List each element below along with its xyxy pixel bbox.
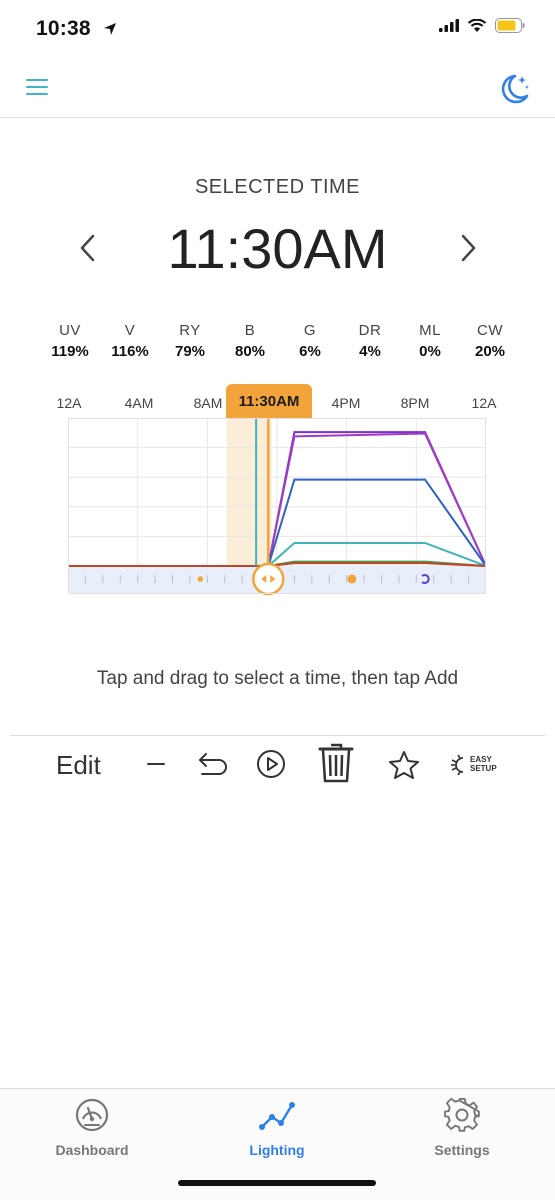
drag-left-arrow-icon xyxy=(261,575,267,583)
channel-name: CW xyxy=(477,322,503,339)
channel-name: V xyxy=(124,322,136,339)
current-time-pill: 11:30AM xyxy=(226,384,312,418)
tab-label: Settings xyxy=(434,1142,490,1158)
channel-value: 80% xyxy=(234,343,266,360)
tab-lighting[interactable]: Lighting xyxy=(217,1097,337,1158)
channel-name: ML xyxy=(419,322,441,339)
next-time-button[interactable] xyxy=(456,232,480,264)
easy-setup-line1: EASY xyxy=(470,755,492,764)
gear-icon xyxy=(444,1097,480,1132)
time-drag-handle xyxy=(252,562,285,596)
channel-value: 20% xyxy=(474,343,506,360)
tab-label: Dashboard xyxy=(55,1142,129,1158)
tab-dashboard[interactable]: Dashboard xyxy=(32,1097,152,1158)
play-icon[interactable] xyxy=(256,749,286,779)
easy-setup-line2: SETUP xyxy=(470,764,497,773)
toolbar-divider xyxy=(10,735,545,736)
edit-label: Edit xyxy=(56,750,101,780)
channel-uv: UV 119% xyxy=(40,322,100,360)
channel-value: 4% xyxy=(359,343,381,360)
instruction-hint: Tap and drag to select a time, then tap … xyxy=(96,668,459,689)
channel-cw: CW 20% xyxy=(460,322,520,360)
channel-v: V 116% xyxy=(100,322,160,360)
series-line-5 xyxy=(68,562,487,567)
sunrise-dot xyxy=(197,576,204,582)
chart-border xyxy=(68,418,486,594)
minus-icon[interactable] xyxy=(144,752,168,776)
time-selector: 11:30AM xyxy=(0,212,555,284)
drag-right-arrow-icon xyxy=(270,575,276,583)
channel-name: DR xyxy=(358,322,382,339)
channel-name: RY xyxy=(179,322,201,339)
channel-ml: ML 0% xyxy=(400,322,460,360)
time-tick-label: 8AM xyxy=(193,395,223,411)
channel-value: 119% xyxy=(51,343,89,360)
moon-dot xyxy=(421,574,430,584)
location-arrow-icon xyxy=(104,23,116,35)
channel-name: UV xyxy=(59,322,81,339)
channel-name: B xyxy=(244,322,256,339)
channel-value: 6% xyxy=(299,343,321,360)
selected-time-label: SELECTED TIME xyxy=(194,176,361,198)
undo-icon[interactable] xyxy=(196,750,228,778)
time-tick-label: 4AM xyxy=(124,395,154,411)
time-tick-label: 12A xyxy=(471,395,497,411)
noon-dot xyxy=(347,574,357,584)
time-tick-label: 12A xyxy=(56,395,82,411)
schedule-chart-svg[interactable] xyxy=(67,417,487,596)
wifi-icon xyxy=(467,18,487,32)
time-axis: 12A 4AM 8AM 11:30AM 4PM 8PM 12A xyxy=(0,384,555,418)
star-icon[interactable] xyxy=(388,750,420,780)
moon-stars-icon[interactable] xyxy=(495,72,531,108)
status-time: 10:38 xyxy=(36,17,91,40)
menu-icon[interactable] xyxy=(26,79,48,97)
battery-icon xyxy=(495,18,525,33)
nav-bar xyxy=(0,60,555,118)
home-indicator xyxy=(178,1180,376,1186)
selected-time-value: 11:30AM xyxy=(167,217,388,280)
time-tick-label: 4PM xyxy=(331,395,361,411)
line-chart-icon xyxy=(259,1102,295,1130)
channel-g: G 6% xyxy=(280,322,340,360)
channel-value: 79% xyxy=(174,343,206,360)
current-time-highlight xyxy=(226,418,272,566)
time-tick-label: 8PM xyxy=(400,395,430,411)
tab-label: Lighting xyxy=(249,1142,305,1158)
status-bar: 10:38 xyxy=(0,0,555,60)
channel-ry: RY 79% xyxy=(160,322,220,360)
gauge-icon xyxy=(75,1098,109,1132)
trash-icon[interactable] xyxy=(318,742,354,784)
status-icons xyxy=(439,18,525,33)
channel-value: 0% xyxy=(419,343,441,360)
channel-dr: DR 4% xyxy=(340,322,400,360)
channel-name: G xyxy=(303,322,317,339)
edit-toolbar: Edit EASY SETUP xyxy=(0,740,555,792)
easy-setup-sun-icon[interactable] xyxy=(450,752,470,778)
previous-time-button[interactable] xyxy=(76,232,100,264)
lighting-schedule-chart[interactable] xyxy=(67,417,487,596)
easy-setup-button[interactable]: EASY SETUP xyxy=(470,755,497,773)
channel-readouts: UV 119% V 116% RY 79% B 80% G 6% DR 4% M… xyxy=(40,322,520,360)
signal-icon xyxy=(439,19,459,32)
channel-value: 116% xyxy=(111,343,149,360)
tab-settings[interactable]: Settings xyxy=(402,1097,522,1158)
channel-b: B 80% xyxy=(220,322,280,360)
